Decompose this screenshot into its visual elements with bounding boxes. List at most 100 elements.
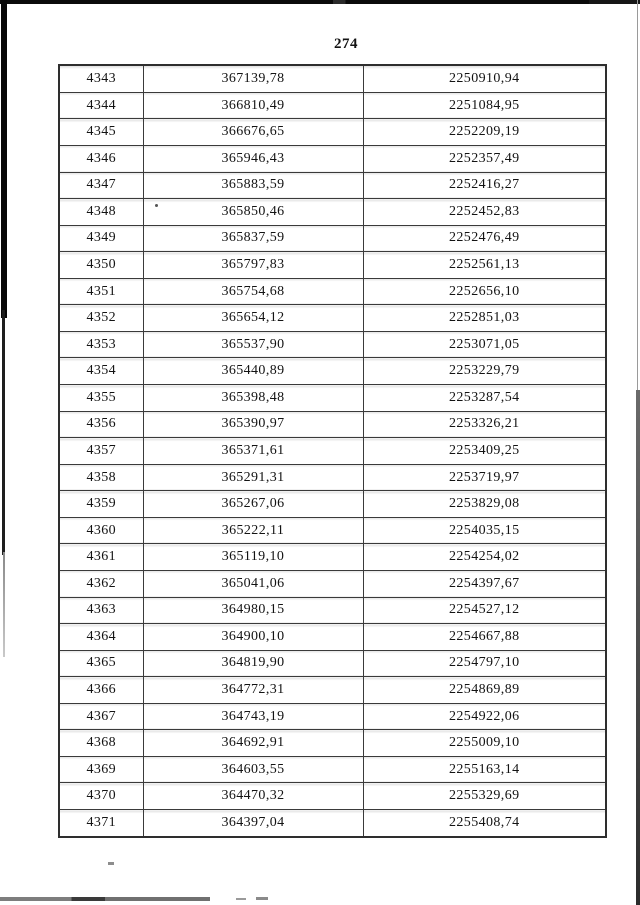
cell-value-1: 365291,31: [142, 463, 364, 492]
cell-point-id: 4353: [58, 330, 144, 359]
cell-point-id: 4347: [58, 171, 144, 200]
cell-value-2: 2252452,83: [362, 198, 607, 226]
cell-value-1: 365946,43: [142, 144, 364, 173]
cell-value-2: 2254254,02: [362, 543, 607, 571]
cell-value-2: 2255009,10: [362, 729, 607, 757]
cell-point-id: 4355: [58, 384, 144, 412]
table-row: 4359 365267,06 2253829,08: [58, 490, 607, 518]
cell-value-2: 2254797,10: [362, 649, 607, 678]
scan-edge-left: [1, 0, 7, 318]
cell-value-1: 365754,68: [142, 277, 364, 306]
cell-point-id: 4368: [58, 729, 144, 757]
cell-value-2: 2254869,89: [362, 676, 607, 704]
cell-value-1: 365398,48: [142, 384, 364, 412]
scan-edge-left-fade: [3, 552, 5, 657]
table-row: 4344 366810,49 2251084,95: [58, 91, 607, 120]
cell-value-2: 2254667,88: [362, 623, 607, 651]
table-row: 4357 365371,61 2253409,25: [58, 437, 607, 465]
table-row: 4365 364819,90 2254797,10: [58, 649, 607, 678]
table-row: 4347 365883,59 2252416,27: [58, 171, 607, 200]
cell-value-1: 364603,55: [142, 755, 364, 784]
cell-value-1: 364772,31: [142, 676, 364, 704]
cell-point-id: 4343: [58, 64, 144, 93]
cell-point-id: 4356: [58, 410, 144, 439]
cell-value-2: 2253229,79: [362, 357, 607, 386]
cell-point-id: 4366: [58, 676, 144, 704]
table-row: 4348 365850,46 2252452,83: [58, 198, 607, 226]
cell-point-id: 4362: [58, 569, 144, 598]
cell-value-1: 365371,61: [142, 437, 364, 465]
cell-value-1: 365119,10: [142, 543, 364, 571]
scan-artifact-dash: [256, 897, 268, 900]
cell-value-2: 2252561,13: [362, 251, 607, 279]
cell-value-2: 2253326,21: [362, 410, 607, 439]
scan-edge-left-lower: [2, 310, 5, 555]
cell-value-2: 2252416,27: [362, 171, 607, 200]
cell-point-id: 4346: [58, 144, 144, 173]
cell-value-1: 364819,90: [142, 649, 364, 678]
table-row: 4343 367139,78 2250910,94: [58, 64, 607, 93]
cell-point-id: 4360: [58, 516, 144, 545]
cell-point-id: 4358: [58, 463, 144, 492]
table-row: 4366 364772,31 2254869,89: [58, 676, 607, 704]
cell-value-2: 2253071,05: [362, 330, 607, 359]
cell-value-1: 365390,97: [142, 410, 364, 439]
cell-value-2: 2253409,25: [362, 437, 607, 465]
scan-edge-right-upper: [637, 0, 638, 395]
cell-value-2: 2253287,54: [362, 384, 607, 412]
table-row: 4351 365754,68 2252656,10: [58, 277, 607, 306]
table-row: 4350 365797,83 2252561,13: [58, 251, 607, 279]
cell-value-1: 364397,04: [142, 809, 364, 838]
cell-value-2: 2253829,08: [362, 490, 607, 518]
cell-value-2: 2254527,12: [362, 596, 607, 625]
cell-value-1: 367139,78: [142, 64, 364, 93]
table-row: 4346 365946,43 2252357,49: [58, 144, 607, 173]
table-row: 4370 364470,32 2255329,69: [58, 782, 607, 811]
cell-value-2: 2251084,95: [362, 91, 607, 120]
cell-value-1: 364743,19: [142, 702, 364, 731]
cell-value-1: 365267,06: [142, 490, 364, 518]
table-row: 4362 365041,06 2254397,67: [58, 569, 607, 598]
scan-edge-top: [0, 0, 640, 4]
cell-point-id: 4345: [58, 118, 144, 146]
table-row: 4353 365537,90 2253071,05: [58, 330, 607, 359]
cell-value-1: 365837,59: [142, 224, 364, 253]
cell-point-id: 4367: [58, 702, 144, 731]
cell-value-1: 365440,89: [142, 357, 364, 386]
table-row: 4355 365398,48 2253287,54: [58, 384, 607, 412]
cell-value-2: 2254922,06: [362, 702, 607, 731]
cell-value-2: 2255329,69: [362, 782, 607, 811]
table-row: 4371 364397,04 2255408,74: [58, 809, 607, 838]
page-number: 274: [334, 36, 358, 52]
table-row: 4367 364743,19 2254922,06: [58, 702, 607, 731]
cell-value-1: 364900,10: [142, 623, 364, 651]
scan-artifact-dash: [236, 898, 246, 900]
table-row: 4354 365440,89 2253229,79: [58, 357, 607, 386]
cell-value-2: 2252209,19: [362, 118, 607, 146]
cell-value-1: 366676,65: [142, 118, 364, 146]
cell-value-2: 2250910,94: [362, 64, 607, 93]
cell-value-1: 365222,11: [142, 516, 364, 545]
cell-value-2: 2255163,14: [362, 755, 607, 784]
table-row: 4352 365654,12 2252851,03: [58, 304, 607, 332]
cell-value-1: 365537,90: [142, 330, 364, 359]
cell-point-id: 4351: [58, 277, 144, 306]
table-row: 4360 365222,11 2254035,15: [58, 516, 607, 545]
cell-value-2: 2253719,97: [362, 463, 607, 492]
table-row: 4369 364603,55 2255163,14: [58, 755, 607, 784]
data-table: 4343 367139,78 2250910,94 4344 366810,49 2251…: [58, 64, 607, 838]
scan-artifact-speck: [108, 862, 114, 865]
cell-point-id: 4361: [58, 543, 144, 571]
cell-point-id: 4371: [58, 809, 144, 838]
cell-value-2: 2252656,10: [362, 277, 607, 306]
table-row: 4368 364692,91 2255009,10: [58, 729, 607, 757]
scan-edge-bottom: [0, 897, 210, 901]
cell-point-id: 4350: [58, 251, 144, 279]
cell-value-1: 364470,32: [142, 782, 364, 811]
cell-point-id: 4365: [58, 649, 144, 678]
cell-value-1: 365883,59: [142, 171, 364, 200]
cell-point-id: 4352: [58, 304, 144, 332]
cell-value-1: 364692,91: [142, 729, 364, 757]
table-row: 4363 364980,15 2254527,12: [58, 596, 607, 625]
